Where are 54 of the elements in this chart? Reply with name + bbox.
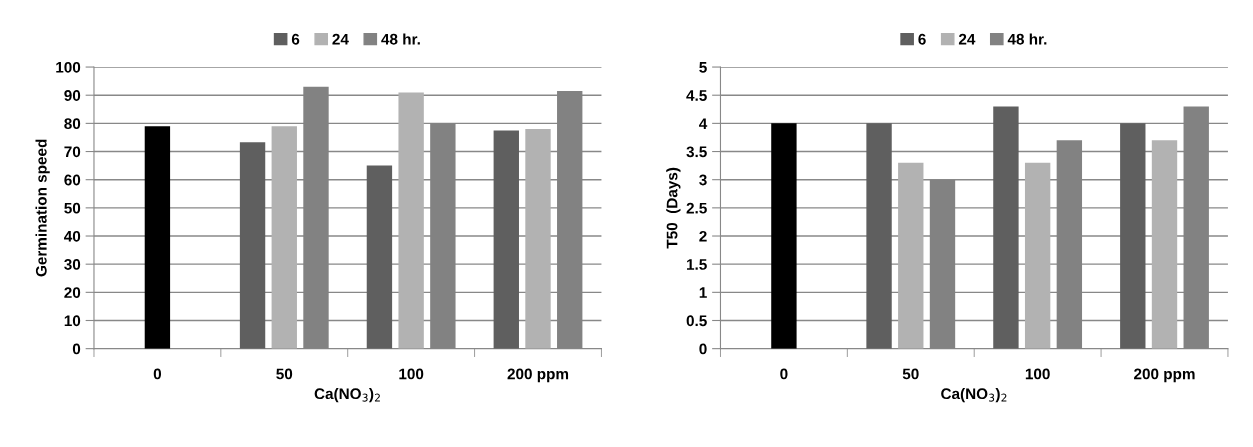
x-tick-label: 0 (780, 368, 788, 380)
x-axis-title: Ca(NO$_{3}$)$_{2}$ (314, 387, 380, 403)
y-axis-title: Germination speed (35, 139, 50, 277)
bar (525, 129, 551, 349)
x-tick-label: 200 ppm (1134, 368, 1195, 383)
bar (239, 142, 266, 349)
bar (144, 126, 171, 349)
bar (771, 123, 797, 349)
x-axis-title: Ca(NO$_{3}$)$_{2}$ (941, 387, 1007, 403)
bar (993, 106, 1019, 349)
legend-label: 24 (958, 33, 976, 45)
legend-label: 24 (332, 33, 349, 45)
y-tick-label: 1.5 (687, 259, 707, 270)
y-tick-label: 50 (64, 202, 81, 214)
y-tick-label: 0 (699, 343, 707, 355)
bar (271, 126, 297, 349)
y-tick-label: 80 (64, 118, 81, 130)
y-tick-label: 4 (699, 118, 708, 129)
bar (866, 123, 892, 349)
legend-label: 48 hr. (1007, 33, 1047, 45)
y-tick-label: 4.5 (686, 90, 707, 101)
y-tick-label: 70 (64, 146, 81, 158)
y-tick-label: 90 (64, 90, 81, 101)
y-tick-label: 0.5 (686, 315, 707, 327)
y-tick-label: 1 (699, 287, 707, 298)
legend-label: 6 (918, 33, 926, 45)
bar (1024, 162, 1051, 349)
x-tick-label: 0 (153, 368, 162, 380)
y-axis-title: T50 (Days) (666, 167, 681, 249)
y-tick-label: 10 (64, 315, 81, 327)
x-tick-label: 100 (1025, 368, 1050, 380)
bar (1151, 140, 1178, 349)
x-tick-label: 100 (399, 368, 424, 380)
bar (398, 92, 424, 349)
y-tick-label: 30 (64, 259, 81, 270)
x-tick-label: 50 (902, 368, 919, 380)
y-tick-label: 20 (64, 287, 81, 299)
legend-label: 6 (291, 33, 300, 45)
y-tick-label: 5 (699, 62, 707, 73)
bar (493, 130, 519, 349)
y-tick-label: 2.5 (686, 202, 707, 214)
y-tick-label: 3 (699, 174, 707, 186)
legend-label: 48 hr. (381, 33, 420, 45)
x-tick-label: 200 ppm (507, 368, 569, 383)
bar (898, 162, 924, 349)
y-tick-label: 3.5 (686, 146, 707, 158)
y-tick-label: 2 (699, 230, 707, 242)
y-tick-label: 0 (72, 343, 81, 355)
y-tick-label: 60 (64, 174, 81, 186)
y-tick-label: 100 (56, 61, 81, 73)
y-tick-label: 40 (64, 230, 81, 242)
bar (1120, 123, 1146, 349)
bar (366, 165, 393, 349)
x-tick-label: 50 (276, 368, 293, 380)
